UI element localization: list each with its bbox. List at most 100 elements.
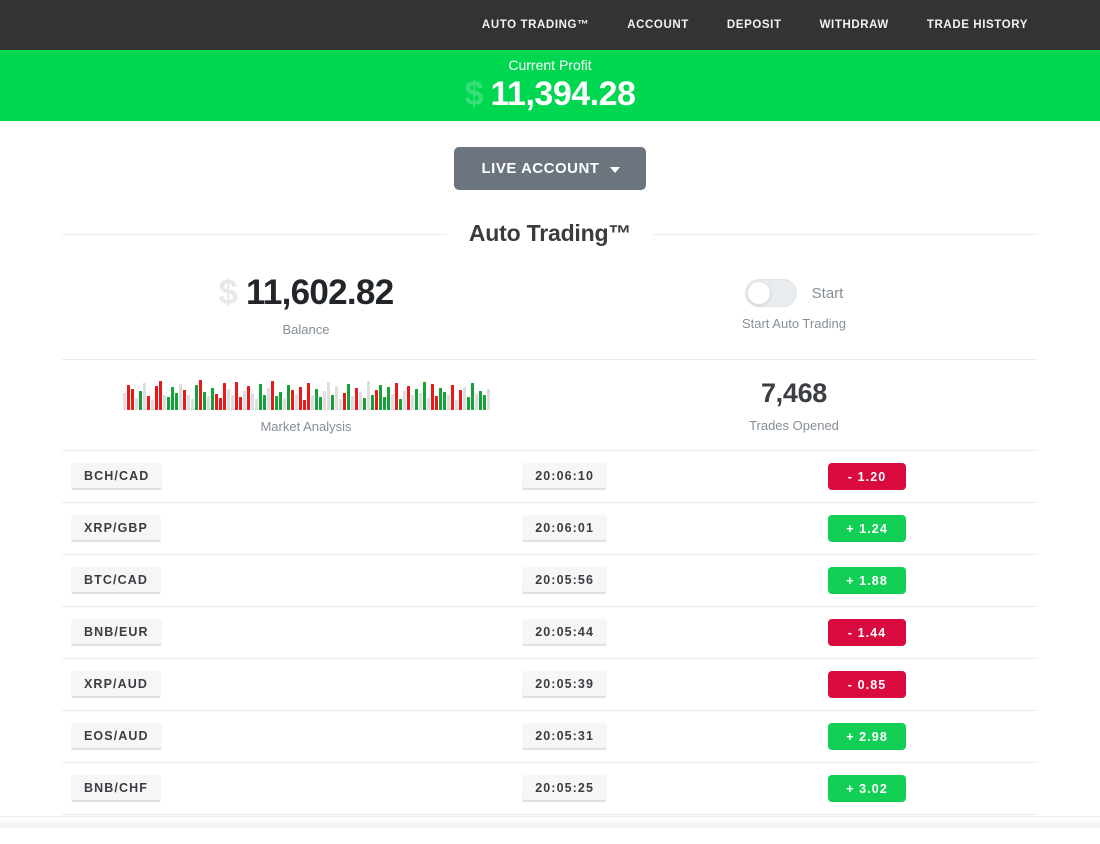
market-bar — [462, 387, 466, 410]
market-bar — [426, 398, 430, 410]
market-analysis-caption: Market Analysis — [260, 419, 352, 434]
market-bar — [346, 384, 350, 410]
market-bar — [274, 396, 278, 410]
account-selector-bar: LIVE ACCOUNT — [0, 121, 1100, 212]
trade-pair-chip: BTC/CAD — [71, 567, 161, 594]
current-profit-banner: Current Profit $ 11,394.28 — [0, 50, 1100, 121]
market-bar — [170, 387, 174, 410]
market-bar — [182, 390, 186, 410]
market-bar — [366, 381, 370, 410]
market-bar — [410, 395, 414, 410]
market-bar — [302, 400, 306, 410]
trade-time-chip: 20:06:01 — [522, 515, 608, 542]
trade-profit-badge: + 1.24 — [828, 515, 907, 542]
trade-pair-chip: BCH/CAD — [71, 463, 163, 490]
nav-trade-history[interactable]: TRADE HISTORY — [927, 19, 1028, 31]
market-analysis-chart — [62, 378, 550, 410]
market-bar — [362, 398, 366, 410]
page-title: Auto Trading™ — [446, 220, 654, 247]
trade-profit-badge: - 1.44 — [828, 619, 907, 646]
nav-auto-trading-label[interactable]: AUTO TRADING™ — [481, 19, 590, 31]
main-content-container: Auto Trading™ $ 11,602.82 Balance Start … — [62, 220, 1038, 815]
trade-time-cell: 20:06:10 — [423, 463, 706, 490]
chevron-down-icon — [610, 166, 621, 173]
auto-trading-toggle[interactable] — [744, 279, 797, 307]
table-row[interactable]: EOS/AUD 20:05:31 + 2.98 — [62, 711, 1038, 763]
trade-profit-cell: - 0.85 — [706, 671, 1038, 698]
table-row[interactable]: XRP/AUD 20:05:39 - 0.85 — [62, 659, 1038, 711]
table-row[interactable]: XRP/GBP 20:06:01 + 1.24 — [62, 503, 1038, 555]
market-bar — [454, 400, 458, 410]
market-bar — [338, 399, 342, 410]
trade-profit-badge: - 1.20 — [828, 463, 907, 490]
trade-profit-badge: + 3.02 — [828, 775, 907, 802]
trade-pair-chip: BNB/CHF — [71, 775, 161, 802]
trade-time-chip: 20:05:44 — [522, 619, 608, 646]
market-bar — [482, 395, 486, 410]
nav-trade-history-label[interactable]: TRADE HISTORY — [926, 19, 1028, 31]
market-bar — [198, 380, 202, 410]
live-account-label: LIVE ACCOUNT — [481, 160, 600, 177]
trade-time-cell: 20:05:44 — [423, 619, 706, 646]
market-bar — [402, 391, 406, 410]
nav-deposit-label[interactable]: DEPOSIT — [726, 19, 782, 31]
trade-profit-cell: + 2.98 — [706, 723, 1038, 750]
live-account-dropdown-button[interactable]: LIVE ACCOUNT — [453, 147, 647, 190]
market-bar — [206, 396, 210, 410]
market-bar — [486, 389, 490, 410]
market-analysis-stat: Market Analysis — [62, 378, 550, 434]
trade-pair-cell: BCH/CAD — [62, 463, 423, 490]
table-row[interactable]: BCH/CAD 20:06:10 - 1.20 — [62, 451, 1038, 503]
market-bar — [254, 399, 258, 410]
nav-withdraw-label[interactable]: WITHDRAW — [819, 19, 889, 31]
section-heading-wrap: Auto Trading™ — [62, 220, 1038, 247]
market-bar — [162, 395, 166, 410]
nav-account-label[interactable]: ACCOUNT — [627, 19, 689, 31]
market-bar — [438, 388, 442, 410]
market-bar — [234, 382, 238, 410]
market-bar — [246, 386, 250, 410]
market-bar — [330, 395, 334, 410]
nav-withdraw[interactable]: WITHDRAW — [820, 19, 889, 31]
market-bar — [142, 383, 146, 410]
trade-time-cell: 20:06:01 — [423, 515, 706, 542]
table-row[interactable]: BNB/EUR 20:05:44 - 1.44 — [62, 607, 1038, 659]
market-bar — [250, 393, 254, 410]
balance-value: 11,602.82 — [245, 273, 394, 312]
trade-pair-cell: EOS/AUD — [62, 723, 423, 750]
trade-time-chip: 20:05:31 — [522, 723, 608, 750]
trade-pair-cell: BTC/CAD — [62, 567, 423, 594]
market-bar — [374, 390, 378, 410]
market-bar — [450, 385, 454, 410]
market-bar — [370, 395, 374, 410]
nav-deposit[interactable]: DEPOSIT — [727, 19, 782, 31]
market-bar — [442, 392, 446, 410]
balance-caption: Balance — [282, 322, 330, 337]
market-bar — [310, 395, 314, 410]
market-bar — [174, 393, 178, 410]
table-row[interactable]: BNB/CHF 20:05:25 + 3.02 — [62, 763, 1038, 815]
market-bar — [474, 394, 478, 410]
market-bar — [458, 390, 462, 410]
market-bar — [166, 397, 170, 410]
trade-profit-badge: + 2.98 — [828, 723, 907, 750]
market-bar — [130, 389, 134, 410]
market-bar — [414, 389, 418, 410]
trade-profit-cell: - 1.44 — [706, 619, 1038, 646]
table-row[interactable]: BTC/CAD 20:05:56 + 1.88 — [62, 555, 1038, 607]
market-bar — [150, 400, 154, 410]
nav-account[interactable]: ACCOUNT — [627, 19, 689, 31]
nav-list: AUTO TRADING™ ACCOUNT DEPOSIT WITHDRAW TRADE… — [482, 19, 1028, 31]
trade-pair-chip: EOS/AUD — [71, 723, 162, 750]
market-bar — [406, 386, 410, 410]
market-bar — [306, 383, 310, 410]
market-bar — [282, 398, 286, 410]
nav-auto-trading[interactable]: AUTO TRADING™ — [482, 19, 589, 31]
trades-list: BCH/CAD 20:06:10 - 1.20 XRP/GBP 20:06:01 + 1.… — [62, 451, 1038, 815]
market-bar — [194, 385, 198, 410]
market-bar — [318, 397, 322, 410]
current-profit-value: 11,394.28 — [490, 74, 636, 113]
trade-pair-cell: BNB/CHF — [62, 775, 423, 802]
current-profit-label: Current Profit — [508, 57, 592, 74]
trades-opened-stat: 7,468 Trades Opened — [550, 378, 1038, 432]
